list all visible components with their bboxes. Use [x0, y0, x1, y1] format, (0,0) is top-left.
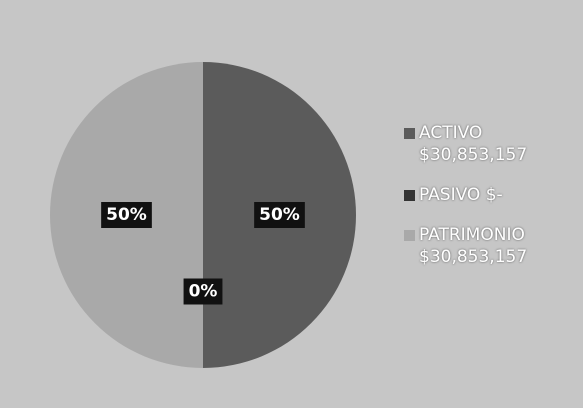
- legend-label: PASIVO $-: [419, 185, 503, 205]
- data-label-text: 50%: [259, 205, 300, 225]
- data-label-text: 0%: [189, 282, 218, 302]
- data-label: 50%: [254, 202, 305, 228]
- legend-item: PATRIMONIO $30,853,157: [404, 224, 564, 268]
- data-label-bg: [183, 278, 223, 305]
- legend-label: PATRIMONIO $30,853,157: [419, 225, 528, 267]
- legend: ACTIVO $30,853,157 PASIVO $- PATRIMONIO $3…: [404, 122, 564, 286]
- data-label-bg: [254, 202, 305, 228]
- legend-swatch: [404, 190, 415, 201]
- data-label: 50%: [101, 202, 152, 228]
- data-label-bg: [101, 202, 152, 228]
- legend-swatch: [404, 230, 415, 241]
- legend-swatch: [404, 128, 415, 139]
- data-label: 0%: [183, 278, 223, 305]
- data-label-text: 50%: [106, 205, 147, 225]
- legend-item: PASIVO $-: [404, 184, 564, 206]
- legend-item: ACTIVO $30,853,157: [404, 122, 564, 166]
- legend-label: ACTIVO $30,853,157: [419, 123, 528, 165]
